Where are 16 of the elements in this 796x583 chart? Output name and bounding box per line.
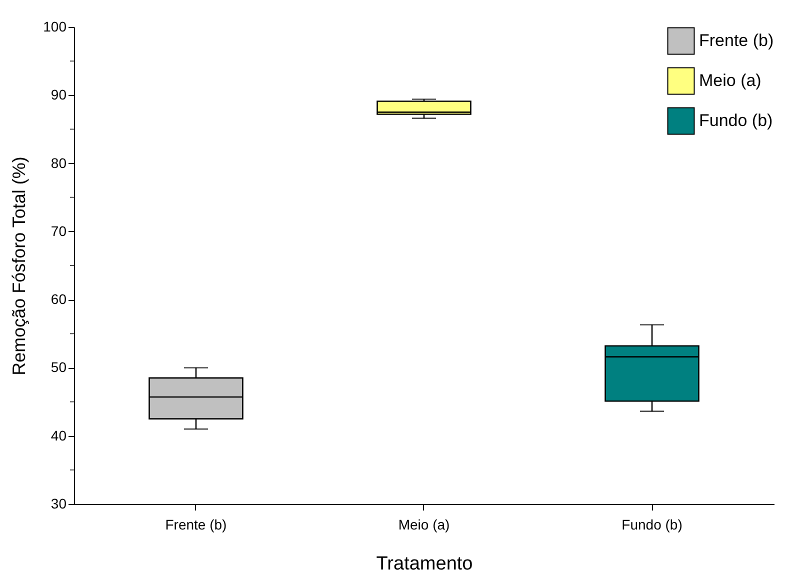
- y-tick-label: 70: [50, 222, 67, 239]
- legend-label: Frente (b): [699, 31, 774, 50]
- x-tick-label: Fundo (b): [622, 516, 682, 532]
- legend-label: Fundo (b): [699, 111, 773, 130]
- legend-label: Meio (a): [699, 71, 762, 90]
- y-tick-label: 50: [50, 359, 67, 376]
- y-axis-title: Remoção Fósforo Total (%): [9, 156, 30, 376]
- y-tick-label: 100: [43, 18, 67, 34]
- y-tick-label: 90: [50, 86, 67, 103]
- y-tick-label: 40: [50, 427, 67, 444]
- y-tick-label: 80: [50, 154, 67, 171]
- y-tick-label: 60: [50, 291, 67, 308]
- x-tick-label: Meio (a): [398, 516, 450, 532]
- y-tick-label: 30: [50, 496, 67, 512]
- x-tick-label: Frente (b): [165, 516, 227, 532]
- x-axis-title: Tratamento: [376, 554, 473, 574]
